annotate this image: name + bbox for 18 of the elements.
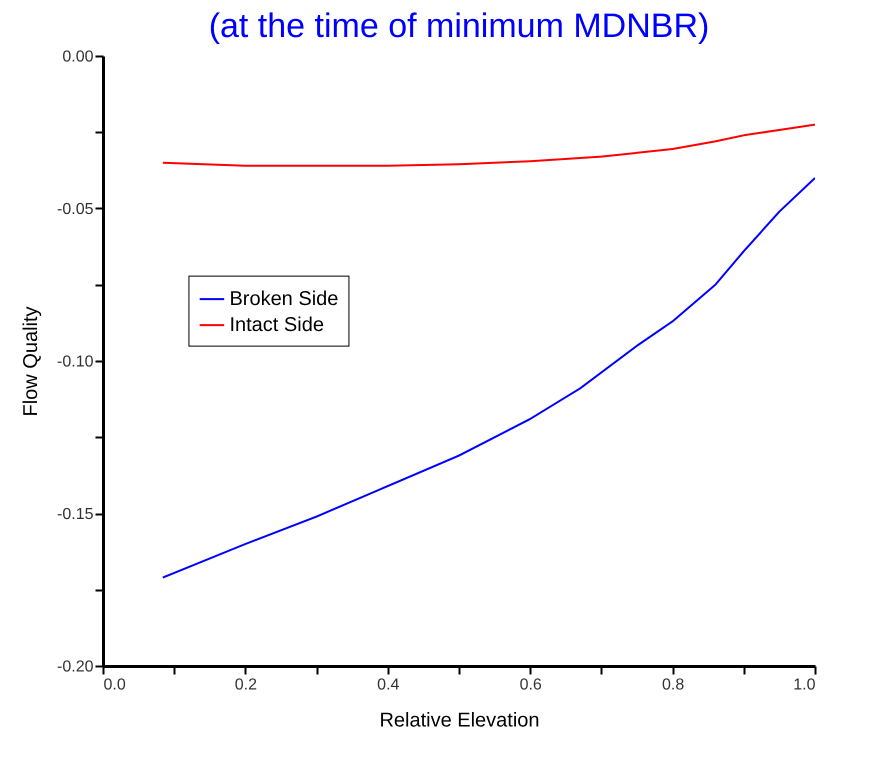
x-tick-label: 0.8 — [662, 676, 684, 694]
x-tick-label: 0.4 — [377, 676, 400, 694]
legend-label: Broken Side — [229, 288, 338, 310]
line-series — [162, 177, 815, 579]
x-tick-label: 1.0 — [793, 676, 816, 694]
line-series — [162, 124, 815, 167]
y-tick-label: 0.00 — [62, 48, 94, 66]
y-tick-label: -0.20 — [57, 658, 94, 676]
y-tick-label: -0.15 — [57, 506, 94, 523]
y-tick-label: -0.05 — [57, 201, 94, 218]
x-tick-label: 0.2 — [234, 676, 258, 694]
x-axis-title: Relative Elevation — [379, 710, 540, 732]
y-axis-title: Flow Quality — [20, 306, 42, 417]
legend-label: Intact Side — [229, 314, 324, 336]
chart-title: (at the time of minimum MDNBR) — [208, 7, 710, 45]
y-tick-label: -0.10 — [57, 354, 94, 370]
x-tick-label: 0.6 — [520, 676, 542, 694]
x-tick-label: 0.0 — [104, 676, 126, 694]
